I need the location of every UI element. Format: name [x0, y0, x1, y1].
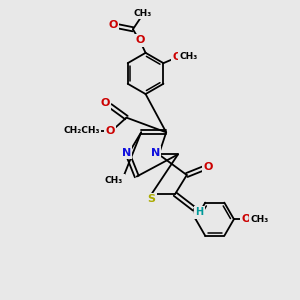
Text: CH₃: CH₃: [179, 52, 197, 61]
Text: CH₂CH₃: CH₂CH₃: [63, 126, 100, 135]
Text: O: O: [204, 162, 213, 172]
Text: N: N: [122, 148, 131, 158]
Text: S: S: [148, 194, 155, 205]
Text: H: H: [195, 207, 203, 218]
Text: CH₃: CH₃: [250, 215, 268, 224]
Text: N: N: [151, 148, 160, 158]
Text: O: O: [136, 35, 145, 45]
Text: O: O: [172, 52, 182, 62]
Text: CH₃: CH₃: [105, 176, 123, 184]
Text: O: O: [106, 126, 115, 136]
Text: O: O: [100, 98, 110, 109]
Text: O: O: [242, 214, 251, 224]
Text: O: O: [108, 20, 118, 30]
Text: CH₃: CH₃: [134, 9, 152, 18]
